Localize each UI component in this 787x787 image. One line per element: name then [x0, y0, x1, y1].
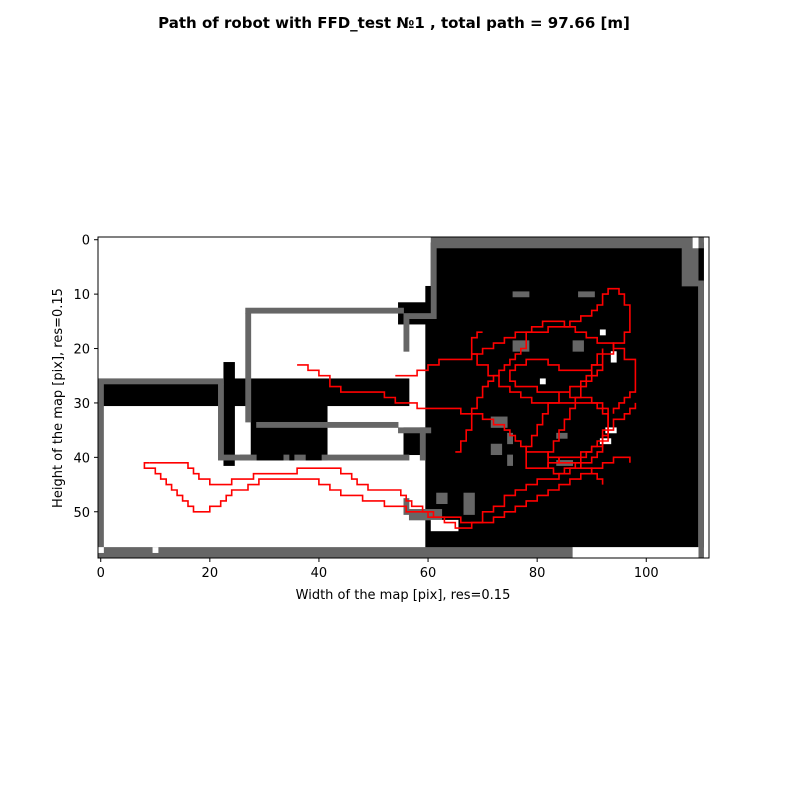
map-free-cells — [98, 242, 704, 548]
x-tick-label: 0 — [97, 566, 105, 581]
map-wall-cell — [436, 492, 448, 504]
map-unknown-cell — [572, 547, 699, 559]
map-wall-cell — [98, 383, 104, 553]
map-wall-cell — [490, 443, 503, 456]
map-wall-cell — [218, 383, 224, 461]
path-segment — [297, 364, 604, 485]
y-tick-label: 40 — [73, 451, 90, 466]
map-wall-cell — [256, 421, 399, 428]
map-unknown-cell — [599, 329, 606, 336]
x-axis-label: Width of the map [pix], res=0.15 — [296, 588, 511, 603]
x-tick-label: 40 — [311, 566, 328, 581]
map-unknown-cell — [152, 547, 159, 553]
y-tick-label: 20 — [73, 343, 90, 358]
map-wall-cell — [403, 313, 410, 352]
map-wall-cell — [572, 340, 584, 352]
map-wall-cell — [681, 242, 699, 287]
map-wall-cell — [430, 237, 437, 320]
map-unknown-cell — [692, 237, 699, 249]
map-wall-cell — [419, 427, 426, 461]
map-free-cell — [430, 242, 623, 287]
map-wall-cell — [512, 340, 530, 352]
map-wall-cell — [436, 237, 704, 249]
map-wall-cell — [245, 307, 404, 314]
y-tick-label: 30 — [73, 397, 90, 412]
map-wall-cell — [408, 509, 443, 521]
map-wall-cell — [408, 313, 432, 320]
map-free-cell — [648, 280, 704, 548]
chart-title: Path of robot with FFD_test №1 , total p… — [158, 14, 630, 32]
y-tick-label: 50 — [73, 506, 90, 521]
path-segment — [470, 331, 609, 475]
map-wall-cell — [507, 432, 514, 445]
map-wall-cell — [507, 454, 514, 466]
map-wall-cell — [98, 547, 574, 559]
map-wall-cell — [321, 454, 410, 461]
map-wall-cell — [245, 313, 252, 423]
y-axis-label: Height of the map [pix], res=0.15 — [51, 288, 66, 508]
map-free-cell — [223, 362, 235, 461]
y-tick-label: 0 — [82, 234, 90, 249]
robot-path — [143, 287, 637, 529]
map-wall-cell — [578, 291, 595, 298]
map-wall-cell — [239, 454, 257, 461]
map-wall-cell — [283, 454, 290, 461]
x-tick-label: 80 — [529, 566, 546, 581]
axes-frame — [97, 236, 710, 559]
plot-area — [97, 236, 710, 559]
map-unknown-cell — [610, 351, 617, 363]
x-tick-label: 100 — [634, 566, 659, 581]
map-wall-cell — [98, 378, 224, 385]
x-tick-label: 20 — [202, 566, 219, 581]
map-wall-cell — [490, 416, 508, 428]
map-unknown-cell — [539, 378, 546, 385]
map-wall-cell — [512, 291, 530, 298]
map-wall-cell — [463, 492, 475, 515]
x-axis-ticks: 0 20 40 60 80 100 — [97, 558, 659, 581]
y-tick-label: 10 — [73, 288, 90, 303]
map-unknown-cell — [430, 519, 459, 532]
map-wall-cell — [698, 280, 704, 559]
map-wall-cell — [556, 432, 568, 439]
path-segment — [149, 402, 637, 529]
map-wall-cell — [223, 454, 252, 461]
map-unknown-cell — [98, 547, 104, 553]
map-wall-cell — [294, 454, 306, 461]
y-axis-ticks: 0 10 20 30 40 50 — [73, 234, 98, 521]
path-segment — [143, 456, 631, 524]
map-wall-cell — [398, 427, 432, 434]
x-tick-label: 60 — [420, 566, 437, 581]
path-segment — [455, 320, 637, 453]
map-free-cell — [425, 285, 650, 548]
